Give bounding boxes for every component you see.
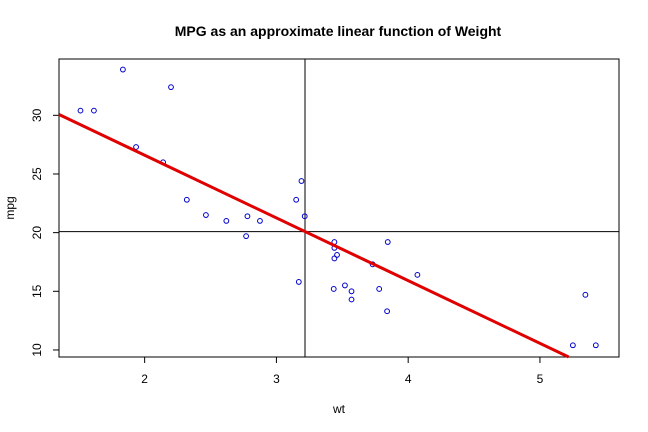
data-point [331, 255, 338, 262]
y-axis: 10 15 20 25 30 [30, 108, 59, 357]
data-point [91, 107, 97, 114]
data-point [295, 279, 302, 285]
data-point [168, 84, 174, 91]
y-tick-label: 10 [30, 343, 44, 357]
scatter-points [77, 66, 599, 349]
data-point [330, 286, 337, 292]
data-point [569, 342, 576, 349]
y-tick-label: 20 [30, 226, 44, 240]
data-point [342, 282, 348, 289]
data-point [77, 107, 84, 114]
data-point [298, 178, 305, 184]
data-point [203, 212, 209, 218]
regression-line-group [58, 113, 570, 359]
x-tick-label: 3 [273, 372, 280, 386]
data-point [301, 213, 308, 220]
data-point [384, 239, 391, 245]
data-point [384, 308, 390, 315]
data-point [257, 218, 263, 224]
data-point [348, 288, 355, 295]
plot-frame [58, 58, 620, 358]
x-axis: 2 3 4 5 [141, 357, 544, 386]
x-axis-title: wt [332, 402, 346, 416]
data-point [414, 271, 421, 278]
data-point [293, 196, 300, 203]
data-point [223, 218, 230, 224]
x-tick-label: 2 [141, 372, 148, 386]
y-tick-label: 25 [30, 167, 44, 181]
data-point [376, 286, 383, 292]
reference-lines [59, 59, 619, 357]
y-tick-label: 15 [30, 284, 44, 298]
x-tick-label: 4 [405, 372, 412, 386]
data-point [120, 66, 126, 73]
data-point [592, 342, 599, 349]
regression-line [58, 113, 570, 359]
y-axis-title: mpg [3, 196, 17, 219]
data-point [582, 291, 589, 298]
data-point [243, 233, 250, 240]
data-point [348, 296, 355, 303]
chart-title: MPG as an approximate linear function of… [175, 23, 502, 39]
x-tick-label: 5 [537, 372, 544, 386]
data-point [133, 144, 139, 150]
data-point [244, 213, 251, 220]
y-tick-label: 30 [30, 108, 44, 122]
data-point [183, 196, 190, 203]
